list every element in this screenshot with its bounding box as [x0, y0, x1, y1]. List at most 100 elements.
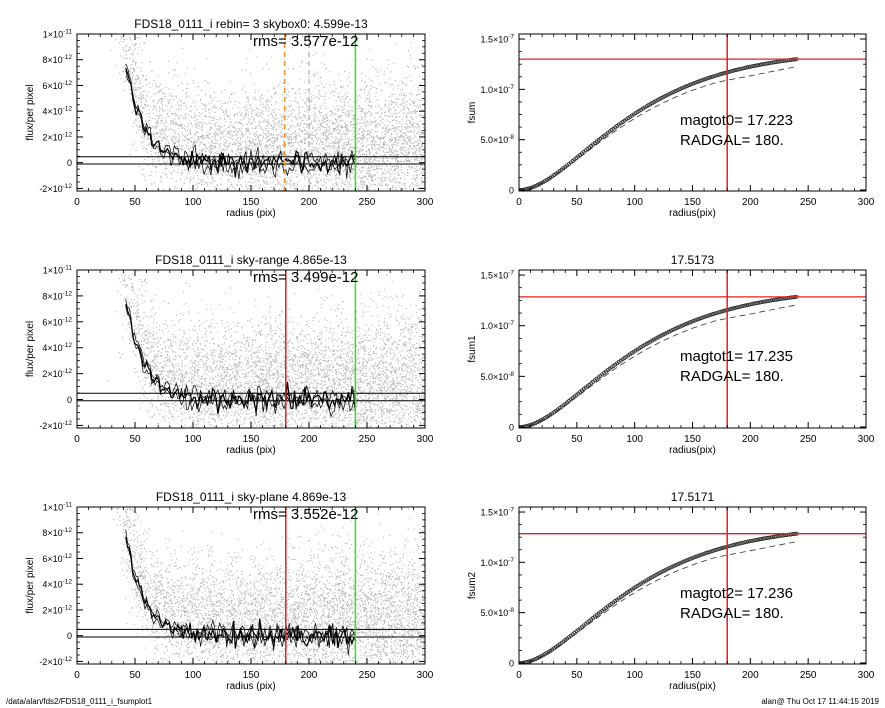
scatter-point	[247, 96, 249, 98]
scatter-point	[397, 172, 399, 174]
scatter-point	[289, 178, 291, 180]
scatter-point	[417, 148, 419, 150]
scatter-point	[375, 88, 377, 90]
scatter-point	[325, 166, 327, 168]
scatter-point	[387, 115, 389, 117]
scatter-point	[312, 168, 314, 170]
scatter-point	[164, 145, 166, 147]
scatter-point	[260, 111, 262, 113]
scatter-point	[371, 183, 373, 185]
scatter-point	[362, 134, 364, 136]
scatter-point	[207, 136, 209, 138]
scatter-point	[359, 128, 361, 130]
scatter-point	[188, 154, 190, 156]
scatter-point	[324, 182, 326, 184]
scatter-point	[420, 113, 422, 115]
scatter-point	[282, 145, 284, 147]
scatter-point	[421, 142, 423, 144]
scatter-point	[191, 147, 193, 149]
scatter-point	[171, 141, 173, 143]
scatter-point	[412, 167, 414, 169]
scatter-point	[224, 170, 226, 172]
scatter-point	[333, 142, 335, 144]
scatter-point	[141, 142, 143, 144]
scatter-point	[141, 169, 143, 171]
scatter-point	[324, 115, 326, 117]
scatter-point	[152, 134, 154, 136]
scatter-point	[306, 119, 308, 121]
scatter-point	[367, 133, 369, 135]
scatter-point	[352, 168, 354, 170]
scatter-point	[365, 155, 367, 157]
scatter-point	[333, 106, 335, 108]
scatter-point	[279, 84, 281, 86]
scatter-point	[134, 64, 136, 66]
scatter-point	[194, 150, 196, 152]
scatter-point	[349, 111, 351, 113]
scatter-point	[225, 114, 227, 116]
scatter-point	[416, 144, 418, 146]
scatter-point	[402, 149, 404, 151]
scatter-point	[211, 101, 213, 103]
scatter-point	[351, 168, 353, 170]
scatter-point	[198, 125, 200, 127]
scatter-point	[144, 123, 146, 125]
scatter-point	[291, 180, 293, 182]
scatter-point	[158, 99, 160, 101]
scatter-point	[338, 154, 340, 156]
scatter-point	[383, 143, 385, 145]
scatter-point	[402, 89, 404, 91]
scatter-point	[290, 138, 292, 140]
scatter-point	[338, 147, 340, 149]
scatter-point	[250, 174, 252, 176]
scatter-point	[193, 103, 195, 105]
scatter-point	[224, 89, 226, 91]
scatter-point	[300, 155, 302, 157]
scatter-point	[134, 43, 136, 45]
scatter-point	[396, 122, 398, 124]
scatter-point	[130, 72, 132, 74]
scatter-point	[178, 148, 180, 150]
scatter-point	[370, 177, 372, 179]
scatter-point	[375, 141, 377, 143]
scatter-point	[162, 93, 164, 95]
scatter-point	[423, 128, 425, 130]
fsum-point	[702, 77, 707, 82]
scatter-point	[332, 127, 334, 129]
scatter-point	[405, 120, 407, 122]
scatter-point	[348, 140, 350, 142]
scatter-point	[291, 112, 293, 114]
scatter-point	[408, 153, 410, 155]
scatter-point	[136, 89, 138, 91]
scatter-point	[378, 143, 380, 145]
scatter-point	[392, 143, 394, 145]
scatter-point	[236, 130, 238, 132]
scatter-point	[406, 114, 408, 116]
scatter-point	[328, 137, 330, 139]
scatter-point	[266, 120, 268, 122]
scatter-point	[288, 116, 290, 118]
scatter-point	[416, 158, 418, 160]
fsum-point	[750, 64, 755, 69]
scatter-point	[324, 138, 326, 140]
scatter-point	[289, 170, 291, 172]
scatter-point	[248, 120, 250, 122]
scatter-point	[132, 93, 134, 95]
scatter-point	[295, 138, 297, 140]
scatter-point	[286, 94, 288, 96]
scatter-point	[389, 179, 391, 181]
scatter-point	[153, 136, 155, 138]
scatter-point	[419, 174, 421, 176]
scatter-point	[166, 146, 168, 148]
scatter-point	[142, 75, 144, 77]
scatter-point	[230, 175, 232, 177]
scatter-point	[245, 186, 247, 188]
scatter-point	[314, 112, 316, 114]
scatter-point	[242, 123, 244, 125]
scatter-point	[209, 182, 211, 184]
scatter-point	[132, 111, 134, 113]
scatter-point	[215, 133, 217, 135]
scatter-point	[326, 116, 328, 118]
scatter-point	[125, 57, 127, 59]
